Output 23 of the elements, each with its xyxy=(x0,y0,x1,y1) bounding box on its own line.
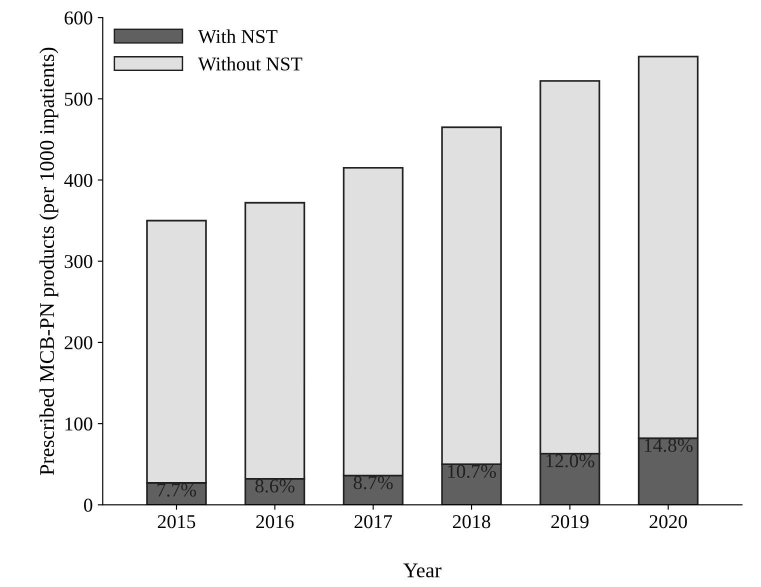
y-tick-label: 600 xyxy=(64,11,92,25)
y-tick-label: 0 xyxy=(84,498,92,512)
y-tick-label: 400 xyxy=(64,174,92,187)
x-tick-label: 2019 xyxy=(551,515,589,528)
annotation: 8.6% xyxy=(255,479,294,493)
annotation: 8.7% xyxy=(354,476,393,490)
annotation: 12.0% xyxy=(546,454,594,468)
x-tick-label: 2020 xyxy=(650,515,687,528)
x-tick-label: 2017 xyxy=(354,515,392,528)
x-axis-title: Year xyxy=(403,564,442,578)
annotation: 14.8% xyxy=(644,438,693,452)
annotation: 7.7% xyxy=(158,483,196,497)
x-tick-label: 2016 xyxy=(256,515,294,528)
y-tick-label: 200 xyxy=(64,336,92,350)
legend-label: With NST xyxy=(198,29,278,44)
y-axis-title: Prescribed MCB-PN products (per 1000 inpatients) xyxy=(39,48,58,475)
x-tick-label: 2015 xyxy=(158,515,196,528)
annotation: 10.7% xyxy=(448,464,496,478)
y-tick-label: 500 xyxy=(64,92,92,106)
y-tick-label: 300 xyxy=(64,255,92,268)
legend-label: Without NST xyxy=(198,56,302,71)
y-tick-label: 100 xyxy=(66,417,92,431)
x-tick-label: 2018 xyxy=(452,515,490,528)
